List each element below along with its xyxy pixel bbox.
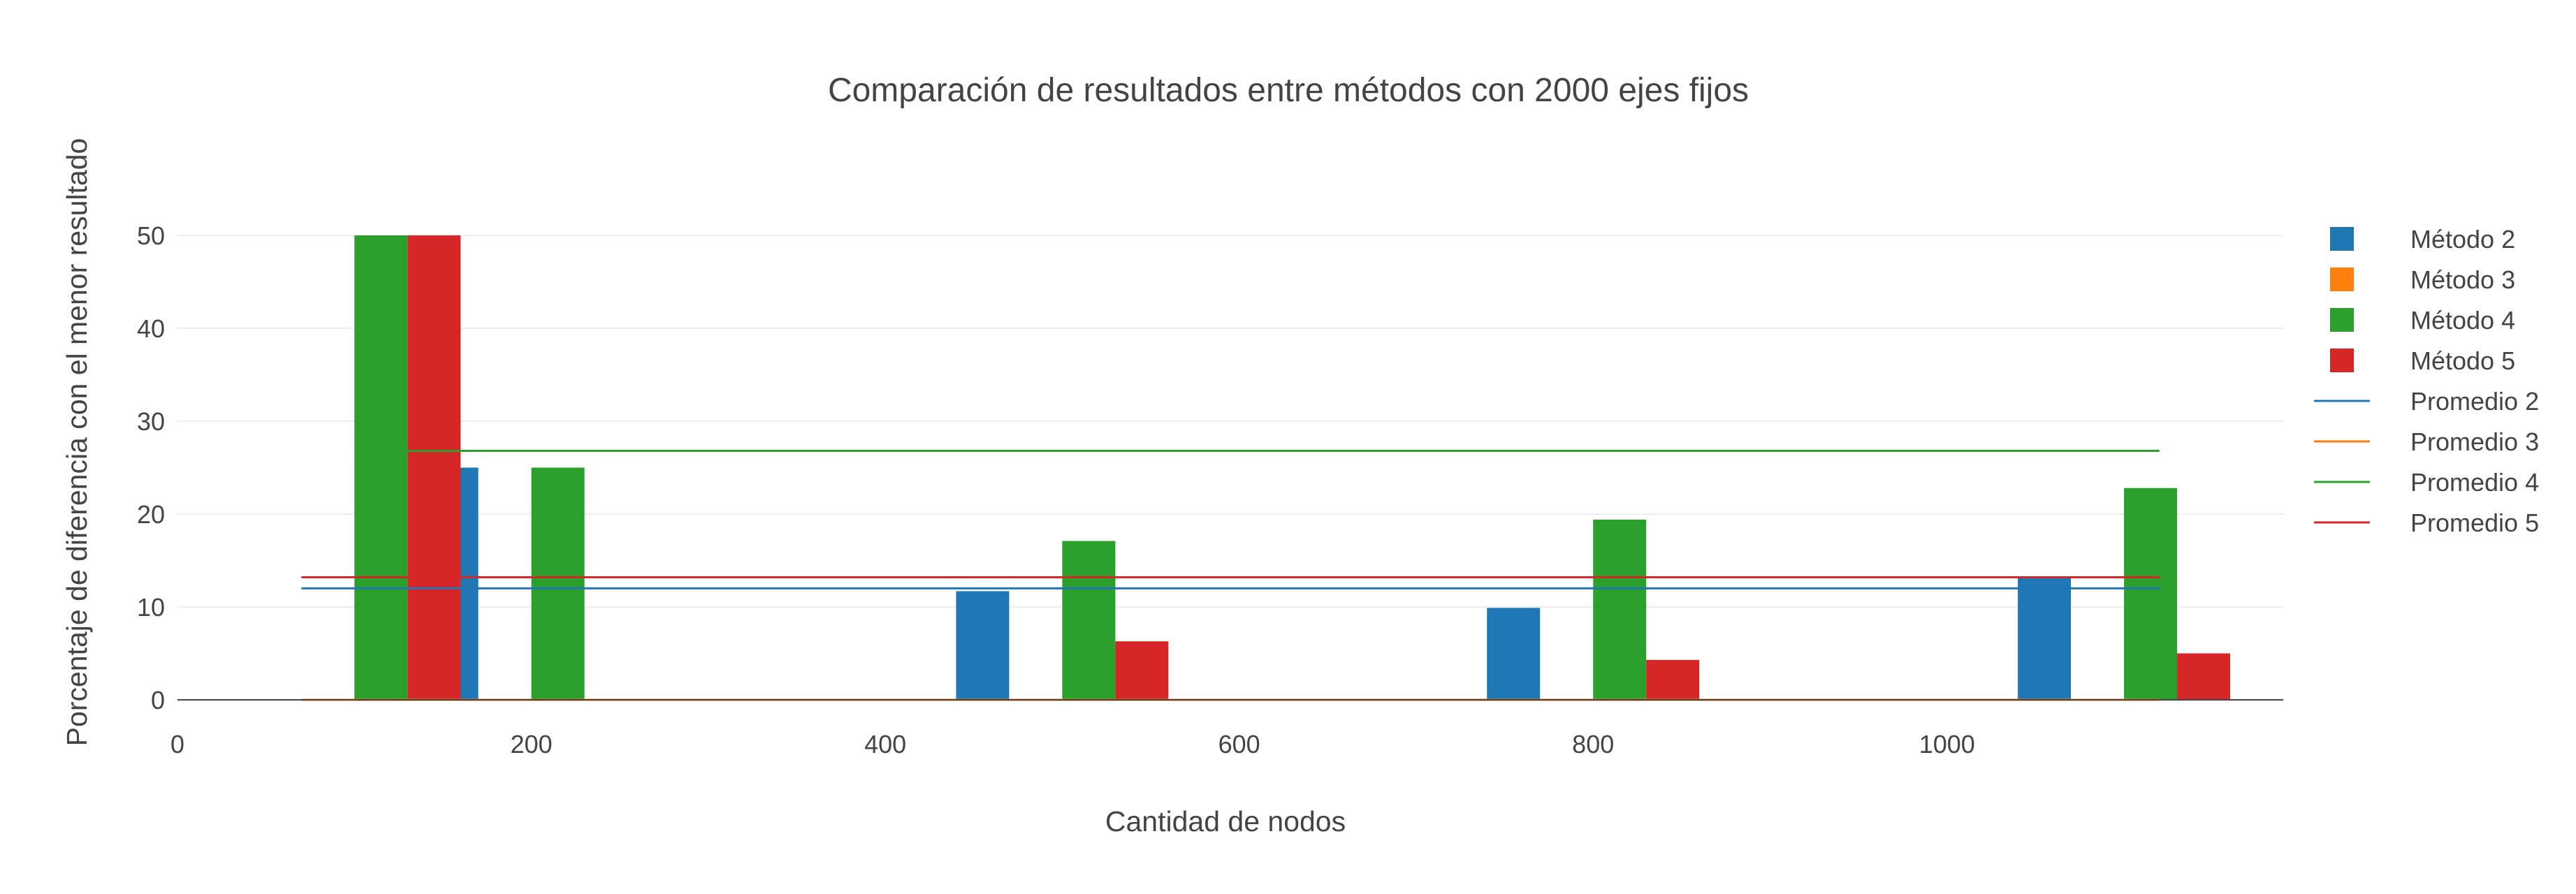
bar-método-4-1100 xyxy=(2124,488,2178,700)
bar-método-5-800 xyxy=(1646,659,1700,700)
x-tick-label-0: 0 xyxy=(170,730,184,759)
y-tick-label-10: 10 xyxy=(137,593,165,622)
bar-método-4-500 xyxy=(1062,541,1116,700)
legend-label-promedio-5: Promedio 5 xyxy=(2410,508,2539,537)
y-tick-label-0: 0 xyxy=(151,686,165,715)
legend-label-método-5: Método 5 xyxy=(2410,346,2515,375)
legend-label-método-4: Método 4 xyxy=(2410,306,2515,335)
y-tick-label-30: 30 xyxy=(137,407,165,436)
bars xyxy=(354,235,2231,700)
grid-lines xyxy=(177,235,2283,608)
bar-método-5-1100 xyxy=(2177,653,2231,700)
y-tick-label-40: 40 xyxy=(137,314,165,343)
legend-swatch-método-3 xyxy=(2330,268,2354,291)
legend-label-método-3: Método 3 xyxy=(2410,265,2515,294)
legend-label-promedio-2: Promedio 2 xyxy=(2410,387,2539,416)
x-axis-label: Cantidad de nodos xyxy=(1105,805,1346,837)
bar-método-5-500 xyxy=(1115,641,1169,700)
y-tick-label-50: 50 xyxy=(137,221,165,250)
bar-método-2-1100 xyxy=(2018,576,2072,700)
bar-método-4-100 xyxy=(354,235,408,700)
bar-método-2-500 xyxy=(956,591,1010,700)
x-tick-label-600: 600 xyxy=(1218,730,1260,759)
axes: 0 10 20 30 40 50 0 200 400 600 800 1000 xyxy=(137,221,2283,759)
legend-swatch-método-5 xyxy=(2330,349,2354,372)
bar-método-4-800 xyxy=(1593,519,1647,700)
x-tick-label-400: 400 xyxy=(864,730,906,759)
bar-método-5-100 xyxy=(407,235,461,700)
y-axis-label: Porcentaje de diferencia con el menor re… xyxy=(61,138,93,747)
legend-swatch-método-4 xyxy=(2330,308,2354,332)
chart-title: Comparación de resultados entre métodos … xyxy=(828,72,1749,109)
y-tick-label-20: 20 xyxy=(137,500,165,529)
x-tick-label-800: 800 xyxy=(1572,730,1614,759)
bar-método-4-200 xyxy=(531,467,585,700)
x-tick-label-200: 200 xyxy=(511,730,553,759)
bar-método-2-800 xyxy=(1487,608,1541,700)
legend-label-método-2: Método 2 xyxy=(2410,225,2515,254)
legend-label-promedio-4: Promedio 4 xyxy=(2410,468,2539,497)
legend-label-promedio-3: Promedio 3 xyxy=(2410,427,2539,456)
x-tick-label-1000: 1000 xyxy=(1919,730,1975,759)
legend-swatch-método-2 xyxy=(2330,227,2354,251)
legend: Método 2 Método 3 Método 4 Método 5 Promedio… xyxy=(2314,225,2539,537)
